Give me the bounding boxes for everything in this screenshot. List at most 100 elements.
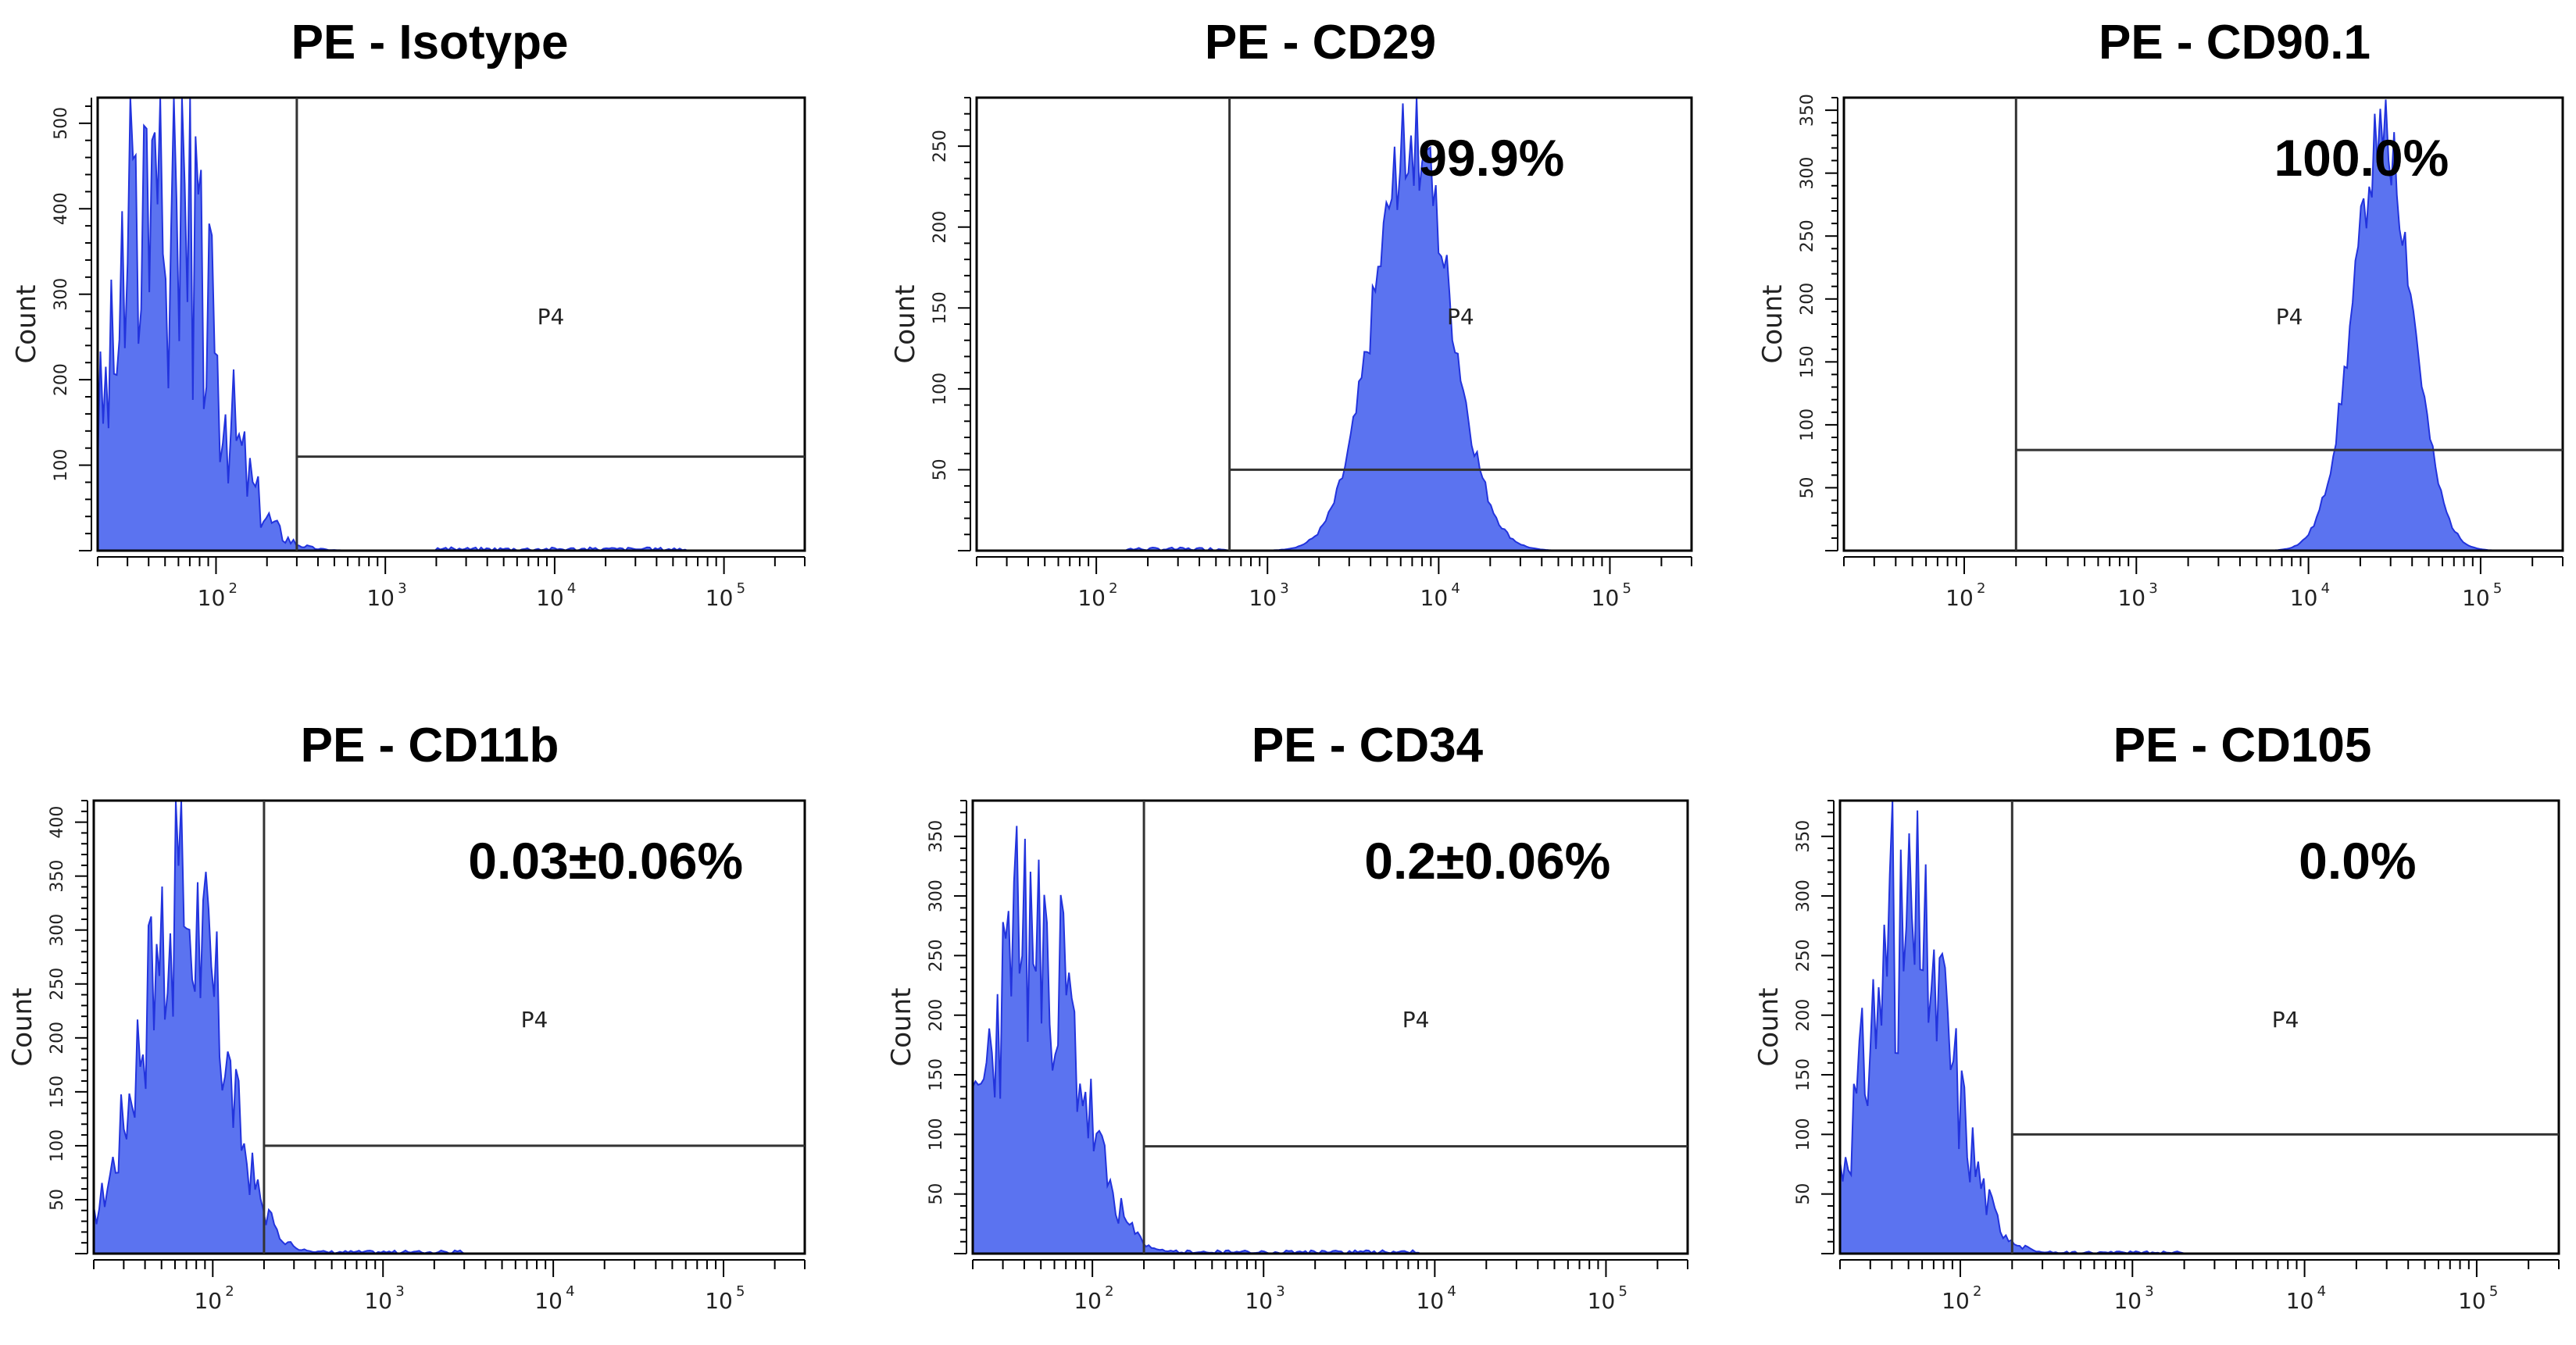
x-tick-exponent: 4: [2317, 1283, 2326, 1300]
x-tick-exponent: 5: [2493, 580, 2502, 597]
y-tick-label: 200: [52, 363, 71, 396]
percent-label: 0.0%: [2299, 832, 2416, 890]
gate-label: P4: [521, 1007, 548, 1033]
x-tick-label: 10: [1249, 585, 1277, 611]
x-tick-label: 10: [1074, 1288, 1102, 1314]
x-tick-exponent: 3: [1280, 580, 1288, 597]
gate-label: P4: [1402, 1007, 1430, 1033]
x-tick-exponent: 4: [2321, 580, 2330, 597]
plot-frame: [1838, 799, 2560, 1255]
y-tick-label: 150: [927, 1058, 946, 1091]
x-tick-exponent: 5: [1618, 1283, 1627, 1300]
plot-frame: [971, 799, 1689, 1255]
y-tick-label: 100: [48, 1129, 67, 1162]
x-tick-label: 10: [2462, 585, 2490, 611]
x-tick-label: 10: [2113, 1288, 2142, 1314]
y-tick-label: 100: [1798, 408, 1817, 441]
x-tick-label: 10: [1245, 1288, 1273, 1314]
percent-label: 100.0%: [2274, 129, 2449, 187]
histogram-area: [972, 826, 1688, 1255]
y-tick-label: 250: [927, 939, 946, 972]
y-tick-label: 300: [1794, 879, 1813, 912]
x-tick-label: 10: [194, 1288, 222, 1314]
y-tick-label: 100: [52, 449, 71, 482]
x-tick-exponent: 5: [737, 580, 745, 597]
y-tick-label: 250: [48, 968, 67, 1001]
x-tick-exponent: 2: [1977, 580, 1985, 597]
y-tick-label: 400: [48, 806, 67, 839]
x-tick-label: 10: [2286, 1288, 2314, 1314]
histogram-area: [97, 97, 805, 552]
y-tick-label: 50: [48, 1189, 67, 1211]
x-tick-exponent: 4: [567, 580, 576, 597]
y-axis-title: Count: [7, 988, 38, 1067]
y-tick-label: 150: [931, 291, 950, 324]
plot-frame: [1842, 96, 2564, 552]
y-tick-label: 150: [48, 1076, 67, 1108]
percent-label: 0.2±0.06%: [1364, 832, 1610, 890]
x-tick-exponent: 4: [1451, 580, 1459, 597]
x-tick-exponent: 3: [395, 1283, 404, 1300]
y-tick-label: 350: [1794, 820, 1813, 853]
y-tick-label: 150: [1794, 1058, 1813, 1091]
x-tick-exponent: 3: [2149, 580, 2157, 597]
histogram-area: [977, 97, 1692, 552]
x-tick-label: 10: [2290, 585, 2318, 611]
y-tick-label: 50: [1798, 476, 1817, 498]
y-tick-label: 250: [1798, 219, 1817, 252]
x-tick-label: 10: [706, 585, 734, 611]
x-tick-label: 10: [2458, 1288, 2486, 1314]
x-tick-label: 10: [534, 1288, 563, 1314]
x-tick-label: 10: [536, 585, 564, 611]
x-tick-exponent: 4: [1447, 1283, 1456, 1300]
panel-title: PE - CD105: [2113, 719, 2372, 772]
x-tick-label: 10: [1417, 1288, 1445, 1314]
x-tick-exponent: 2: [228, 580, 237, 597]
x-tick-label: 10: [1077, 585, 1106, 611]
y-tick-label: 50: [927, 1183, 946, 1205]
plot-frame: [96, 96, 806, 552]
y-tick-label: 300: [927, 879, 946, 912]
x-tick-exponent: 2: [1973, 1283, 1981, 1300]
panel-title: PE - Isotype: [291, 16, 569, 70]
y-tick-label: 300: [1798, 157, 1817, 190]
x-tick-label: 10: [1942, 1288, 1970, 1314]
panel-title: PE - CD29: [1205, 16, 1436, 70]
y-tick-label: 200: [1794, 999, 1813, 1032]
gate-label: P4: [2276, 304, 2303, 330]
x-tick-exponent: 2: [1105, 1283, 1113, 1300]
y-tick-label: 400: [52, 192, 71, 225]
y-tick-label: 500: [52, 107, 71, 140]
percent-label: 0.03±0.06%: [468, 832, 743, 890]
y-axis-title: Count: [886, 988, 917, 1067]
x-tick-label: 10: [366, 585, 395, 611]
plot-frame: [975, 96, 1693, 552]
x-tick-label: 10: [1945, 585, 1974, 611]
y-tick-label: 200: [48, 1022, 67, 1054]
y-tick-label: 350: [1798, 94, 1817, 127]
y-tick-label: 100: [927, 1118, 946, 1151]
y-tick-label: 50: [1794, 1183, 1813, 1205]
y-axis-title: Count: [1753, 988, 1785, 1067]
y-tick-label: 200: [927, 999, 946, 1032]
y-axis-title: Count: [1757, 285, 1788, 364]
gate-label: P4: [2272, 1007, 2299, 1033]
y-tick-label: 100: [1794, 1118, 1813, 1151]
histogram-area: [1844, 99, 2563, 551]
y-tick-label: 250: [1794, 939, 1813, 972]
x-tick-exponent: 3: [398, 580, 406, 597]
x-tick-exponent: 3: [2145, 1283, 2153, 1300]
y-tick-label: 250: [931, 130, 950, 162]
x-tick-label: 10: [2117, 585, 2145, 611]
histogram-area: [1839, 800, 2559, 1255]
y-tick-label: 200: [931, 211, 950, 244]
x-tick-label: 10: [198, 585, 226, 611]
y-tick-label: 100: [931, 373, 950, 405]
y-tick-label: 200: [1798, 283, 1817, 316]
